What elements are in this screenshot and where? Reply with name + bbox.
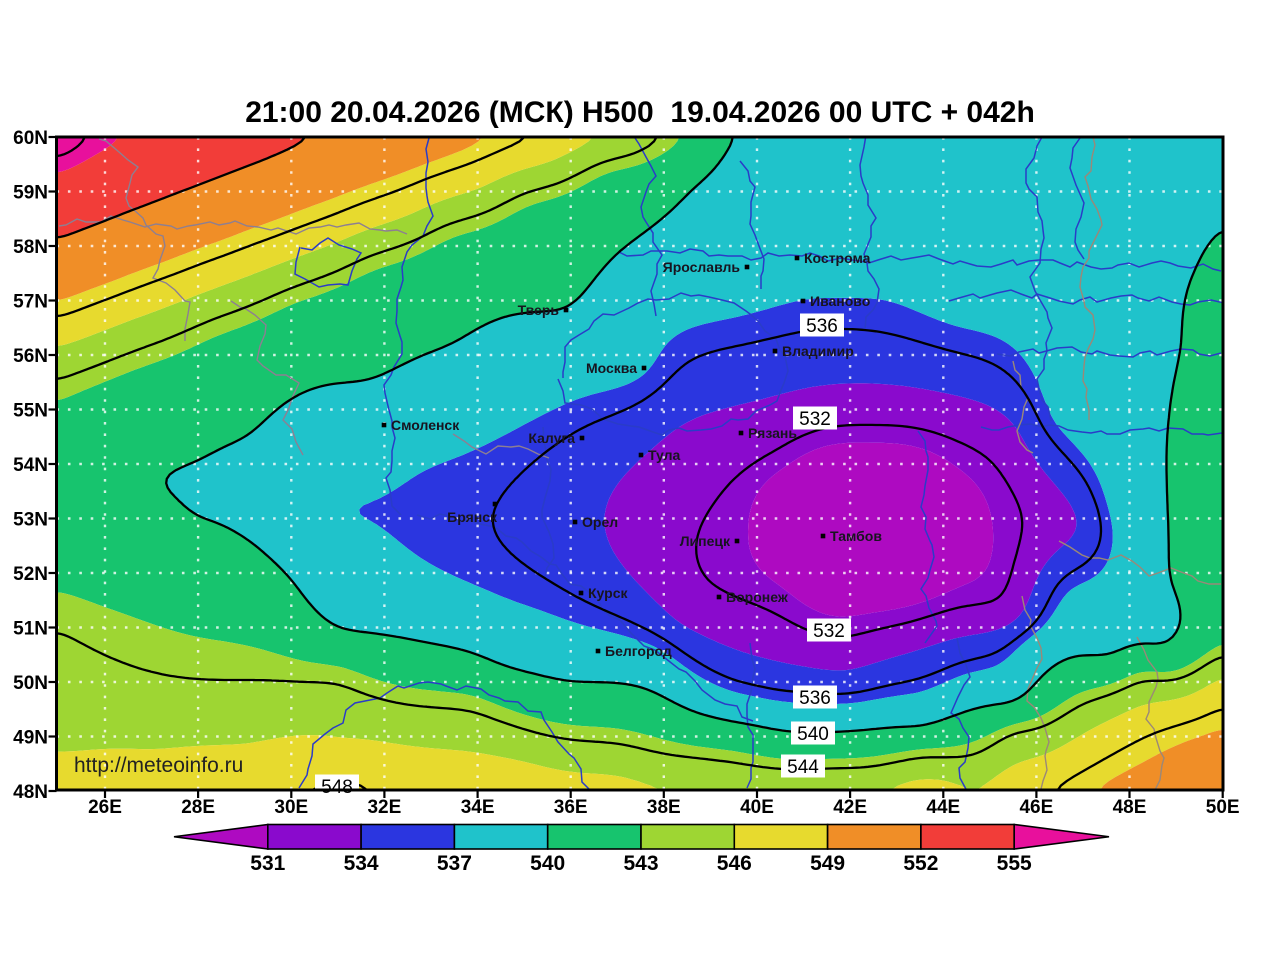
svg-text:38E: 38E <box>647 797 681 818</box>
svg-text:534: 534 <box>344 852 379 875</box>
svg-text:48N: 48N <box>13 782 48 803</box>
svg-text:Белгород: Белгород <box>605 643 672 659</box>
svg-text:53N: 53N <box>13 510 48 531</box>
svg-text:537: 537 <box>437 852 472 875</box>
svg-text:543: 543 <box>623 852 658 875</box>
svg-text:58N: 58N <box>13 237 48 258</box>
svg-text:54N: 54N <box>13 455 48 476</box>
svg-text:Смоленск: Смоленск <box>391 417 460 433</box>
svg-text:42E: 42E <box>833 797 867 818</box>
svg-text:Владимир: Владимир <box>782 343 854 359</box>
svg-text:536: 536 <box>799 688 831 709</box>
svg-text:http://meteoinfo.ru: http://meteoinfo.ru <box>74 754 243 777</box>
svg-text:Орел: Орел <box>582 514 618 530</box>
svg-text:36E: 36E <box>554 797 588 818</box>
svg-text:56N: 56N <box>13 346 48 367</box>
svg-text:549: 549 <box>810 852 845 875</box>
svg-text:60N: 60N <box>13 128 48 149</box>
svg-text:Калуга: Калуга <box>528 430 575 446</box>
svg-text:40E: 40E <box>740 797 774 818</box>
svg-text:49N: 49N <box>13 728 48 749</box>
svg-text:28E: 28E <box>181 797 215 818</box>
svg-text:540: 540 <box>797 724 829 745</box>
svg-text:48E: 48E <box>1113 797 1147 818</box>
svg-text:548: 548 <box>321 777 353 798</box>
svg-text:Брянск: Брянск <box>447 509 498 525</box>
svg-text:555: 555 <box>997 852 1032 875</box>
svg-text:532: 532 <box>813 621 845 642</box>
svg-text:Липецк: Липецк <box>680 533 731 549</box>
svg-text:Тамбов: Тамбов <box>830 528 882 544</box>
svg-text:Рязань: Рязань <box>748 425 797 441</box>
svg-text:Кострома: Кострома <box>804 250 871 266</box>
svg-text:Ярославль: Ярославль <box>663 259 741 275</box>
svg-text:26E: 26E <box>88 797 122 818</box>
svg-text:Курск: Курск <box>588 585 628 601</box>
svg-text:55N: 55N <box>13 401 48 422</box>
svg-text:57N: 57N <box>13 292 48 313</box>
svg-text:546: 546 <box>717 852 752 875</box>
svg-text:Тула: Тула <box>648 447 681 463</box>
svg-text:Воронеж: Воронеж <box>726 589 789 605</box>
svg-text:50N: 50N <box>13 673 48 694</box>
svg-text:532: 532 <box>799 409 831 430</box>
svg-text:Тверь: Тверь <box>518 302 560 318</box>
svg-text:531: 531 <box>250 852 285 875</box>
svg-text:30E: 30E <box>274 797 308 818</box>
svg-text:21:00 20.04.2026 (МСК) H500 1: 21:00 20.04.2026 (МСК) H500 19.04.2026 0… <box>245 96 1035 129</box>
svg-text:52N: 52N <box>13 564 48 585</box>
svg-text:544: 544 <box>787 757 819 778</box>
svg-text:540: 540 <box>530 852 565 875</box>
svg-text:46E: 46E <box>1019 797 1053 818</box>
svg-text:536: 536 <box>806 316 838 337</box>
svg-text:32E: 32E <box>367 797 401 818</box>
svg-text:Иваново: Иваново <box>810 293 870 309</box>
svg-text:34E: 34E <box>461 797 495 818</box>
svg-text:51N: 51N <box>13 619 48 640</box>
svg-text:44E: 44E <box>926 797 960 818</box>
svg-text:Москва: Москва <box>586 360 637 376</box>
svg-text:59N: 59N <box>13 183 48 204</box>
svg-text:50E: 50E <box>1206 797 1240 818</box>
svg-text:552: 552 <box>903 852 938 875</box>
